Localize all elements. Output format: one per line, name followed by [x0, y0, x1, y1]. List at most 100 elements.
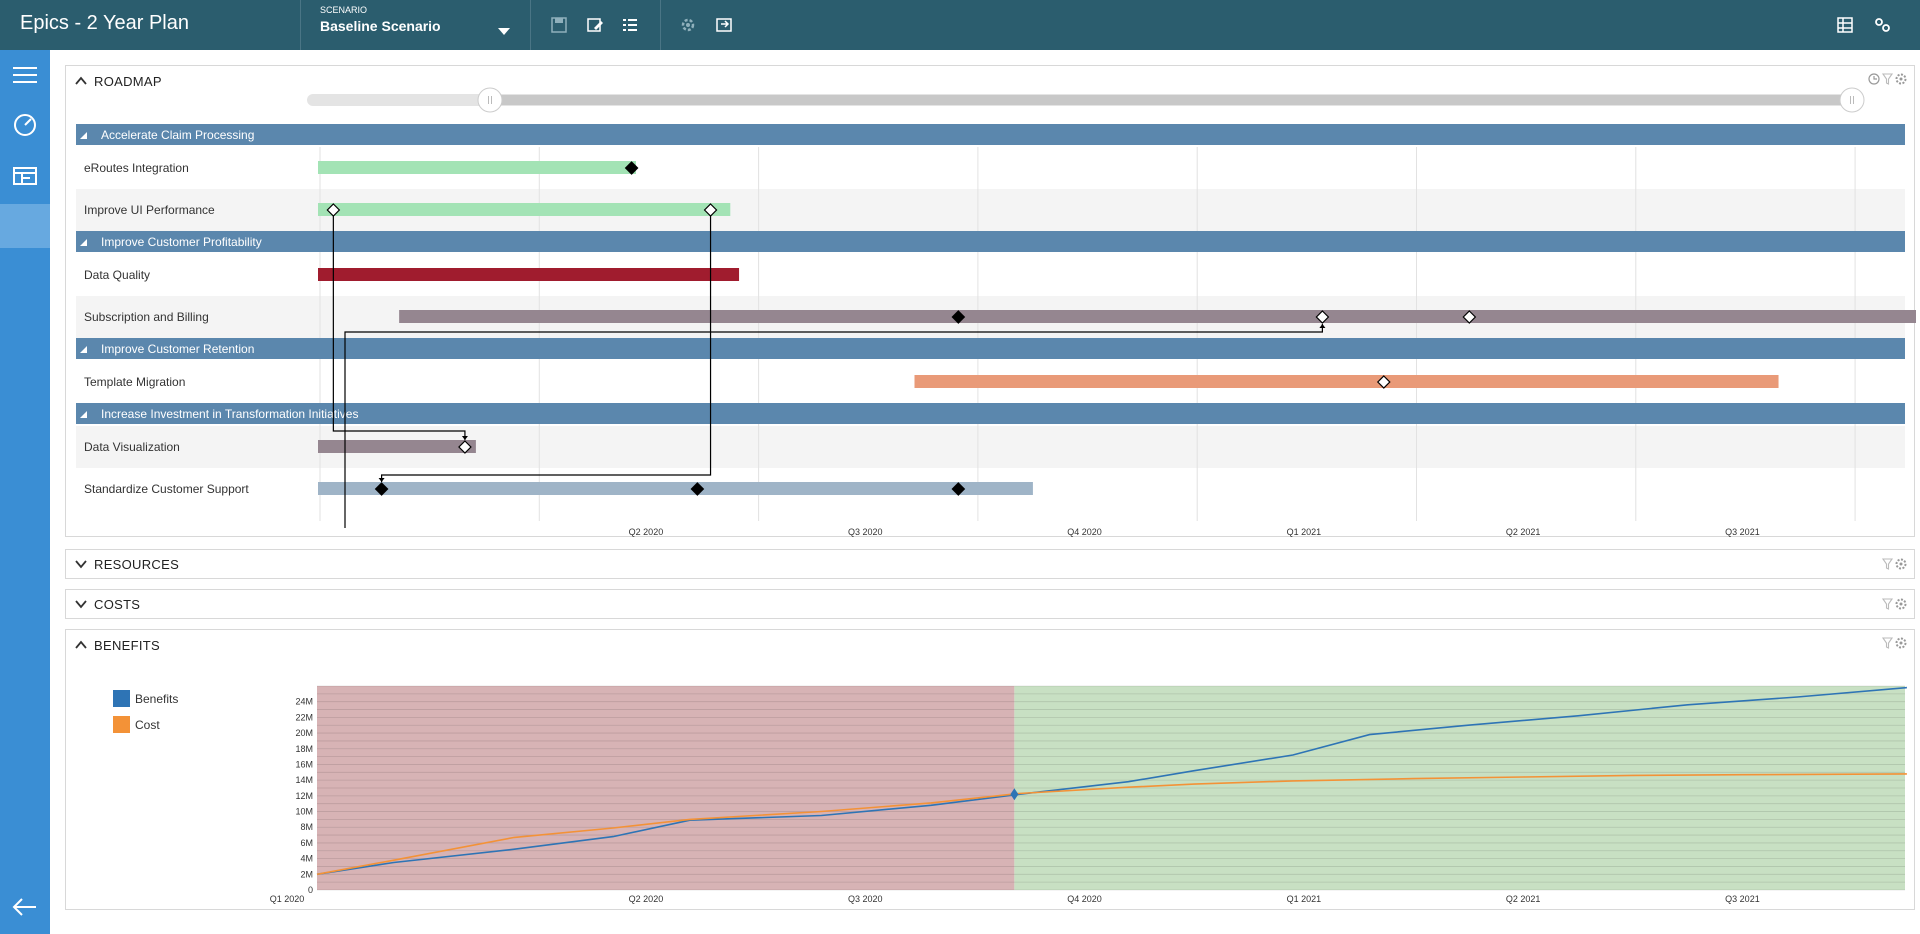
row-label[interactable]: Data Visualization	[84, 440, 180, 454]
epic-bar[interactable]	[318, 440, 476, 453]
slider-handle[interactable]	[1839, 87, 1865, 113]
row-label[interactable]: Improve UI Performance	[84, 203, 215, 217]
epic-bar[interactable]	[318, 268, 740, 281]
scenario-label: SCENARIO	[320, 5, 368, 15]
milestone-diamond[interactable]	[690, 482, 705, 496]
milestone-diamond[interactable]	[1376, 375, 1391, 389]
epic-bar[interactable]	[399, 310, 1916, 323]
epic-bar[interactable]	[318, 161, 636, 174]
milestone-diamond[interactable]	[374, 482, 389, 496]
history-icon[interactable]	[1868, 73, 1880, 85]
divider	[530, 0, 531, 50]
legend-label[interactable]: Cost	[135, 718, 160, 732]
gear-icon[interactable]	[679, 16, 697, 34]
filter-icon[interactable]	[1881, 558, 1894, 570]
swap-icon[interactable]	[715, 16, 733, 34]
benefits-panel: BENEFITS Benefits Cost 0 2M 4M 6M 8M 10M 12M 14M 1…	[65, 629, 1915, 910]
row-label[interactable]: Standardize Customer Support	[84, 482, 249, 496]
row-label[interactable]: Subscription and Billing	[84, 310, 209, 324]
series-line-cost	[316, 773, 1907, 876]
row-label[interactable]: Data Quality	[84, 268, 150, 282]
y-tick-label: 2M	[300, 869, 313, 879]
collapse-triangle-icon[interactable]	[80, 411, 87, 418]
slider-grip-icon	[488, 96, 492, 104]
milestone-diamond[interactable]	[458, 440, 472, 454]
edit-save-icon[interactable]	[586, 16, 604, 34]
y-tick-label: 16M	[295, 759, 313, 769]
group-header[interactable]	[76, 338, 1905, 359]
row-label[interactable]: eRoutes Integration	[84, 161, 189, 175]
y-tick-label: 22M	[295, 712, 313, 722]
axis-tick-label: Q2 2020	[629, 527, 664, 537]
group-title: Accelerate Claim Processing	[101, 128, 254, 142]
group-title: Improve Customer Profitability	[101, 235, 262, 249]
top-bar: Epics - 2 Year Plan SCENARIO Baseline Sc…	[0, 0, 1920, 50]
back-arrow-icon[interactable]	[10, 892, 40, 922]
chevron-down-icon[interactable]	[74, 597, 88, 611]
collapse-triangle-icon[interactable]	[80, 346, 87, 353]
gear-icon[interactable]	[1895, 73, 1907, 85]
panel-title-costs: COSTS	[94, 597, 141, 612]
group-header[interactable]	[76, 124, 1905, 145]
y-tick-label: 20M	[295, 728, 313, 738]
x-tick-label: Q2 2020	[629, 894, 664, 904]
resources-panel: RESOURCES	[65, 549, 1915, 579]
legend-swatch[interactable]	[113, 690, 130, 707]
arrow-head-icon	[1319, 324, 1326, 328]
dependency-line	[332, 216, 466, 440]
y-tick-label: 0	[308, 885, 313, 895]
roadmap-icon[interactable]	[10, 161, 40, 191]
milestone-diamond[interactable]	[624, 161, 639, 175]
breakeven-marker[interactable]	[1010, 788, 1019, 801]
filter-icon[interactable]	[1881, 73, 1894, 85]
scenario-value[interactable]: Baseline Scenario	[320, 18, 441, 34]
epic-bar[interactable]	[318, 203, 731, 216]
settings-icon[interactable]	[1873, 16, 1891, 34]
collapse-triangle-icon[interactable]	[80, 239, 87, 246]
row-label[interactable]: Template Migration	[84, 375, 185, 389]
divider	[300, 0, 301, 50]
milestone-diamond[interactable]	[951, 482, 966, 496]
gear-icon[interactable]	[1895, 598, 1907, 610]
legend-swatch[interactable]	[113, 716, 130, 733]
group-header[interactable]	[76, 403, 1905, 424]
legend-label[interactable]: Benefits	[135, 692, 178, 706]
epic-bar[interactable]	[914, 375, 1779, 388]
sidebar	[0, 50, 50, 934]
collapse-triangle-icon[interactable]	[80, 132, 87, 139]
chevron-up-icon[interactable]	[74, 638, 88, 652]
positive-region	[1014, 686, 1905, 890]
panel-tools	[1881, 558, 1907, 570]
grid-icon[interactable]	[1836, 16, 1854, 34]
x-tick-label: Q4 2020	[1067, 894, 1102, 904]
divider	[660, 0, 661, 50]
slider-handle[interactable]	[477, 87, 503, 113]
y-tick-label: 10M	[295, 807, 313, 817]
panel-tools	[1881, 637, 1907, 649]
dashboard-icon[interactable]	[10, 110, 40, 140]
timeline-slider-range[interactable]	[490, 95, 1852, 105]
chevron-down-icon[interactable]	[74, 557, 88, 571]
milestone-diamond[interactable]	[1315, 310, 1330, 324]
gear-icon[interactable]	[1895, 558, 1907, 570]
save-icon[interactable]	[550, 16, 568, 34]
milestone-diamond[interactable]	[1462, 310, 1477, 324]
chevron-up-icon[interactable]	[74, 74, 88, 88]
panel-tools	[1868, 73, 1907, 85]
filter-icon[interactable]	[1881, 637, 1894, 649]
scenario-select[interactable]: SCENARIO Baseline Scenario	[320, 5, 441, 34]
epic-bar[interactable]	[318, 482, 1033, 495]
y-tick-label: 4M	[300, 854, 313, 864]
gear-icon[interactable]	[1895, 637, 1907, 649]
panel-title-roadmap: ROADMAP	[94, 74, 162, 89]
filter-icon[interactable]	[1881, 598, 1894, 610]
slider-grip-icon	[1850, 96, 1854, 104]
sidebar-active-highlight	[0, 204, 50, 248]
menu-icon[interactable]	[10, 60, 40, 90]
y-tick-label: 14M	[295, 775, 313, 785]
group-header[interactable]	[76, 231, 1905, 252]
y-tick-label: 8M	[300, 822, 313, 832]
list-icon[interactable]	[621, 16, 639, 34]
chevron-down-icon[interactable]	[498, 28, 510, 35]
milestone-diamond[interactable]	[951, 310, 966, 324]
